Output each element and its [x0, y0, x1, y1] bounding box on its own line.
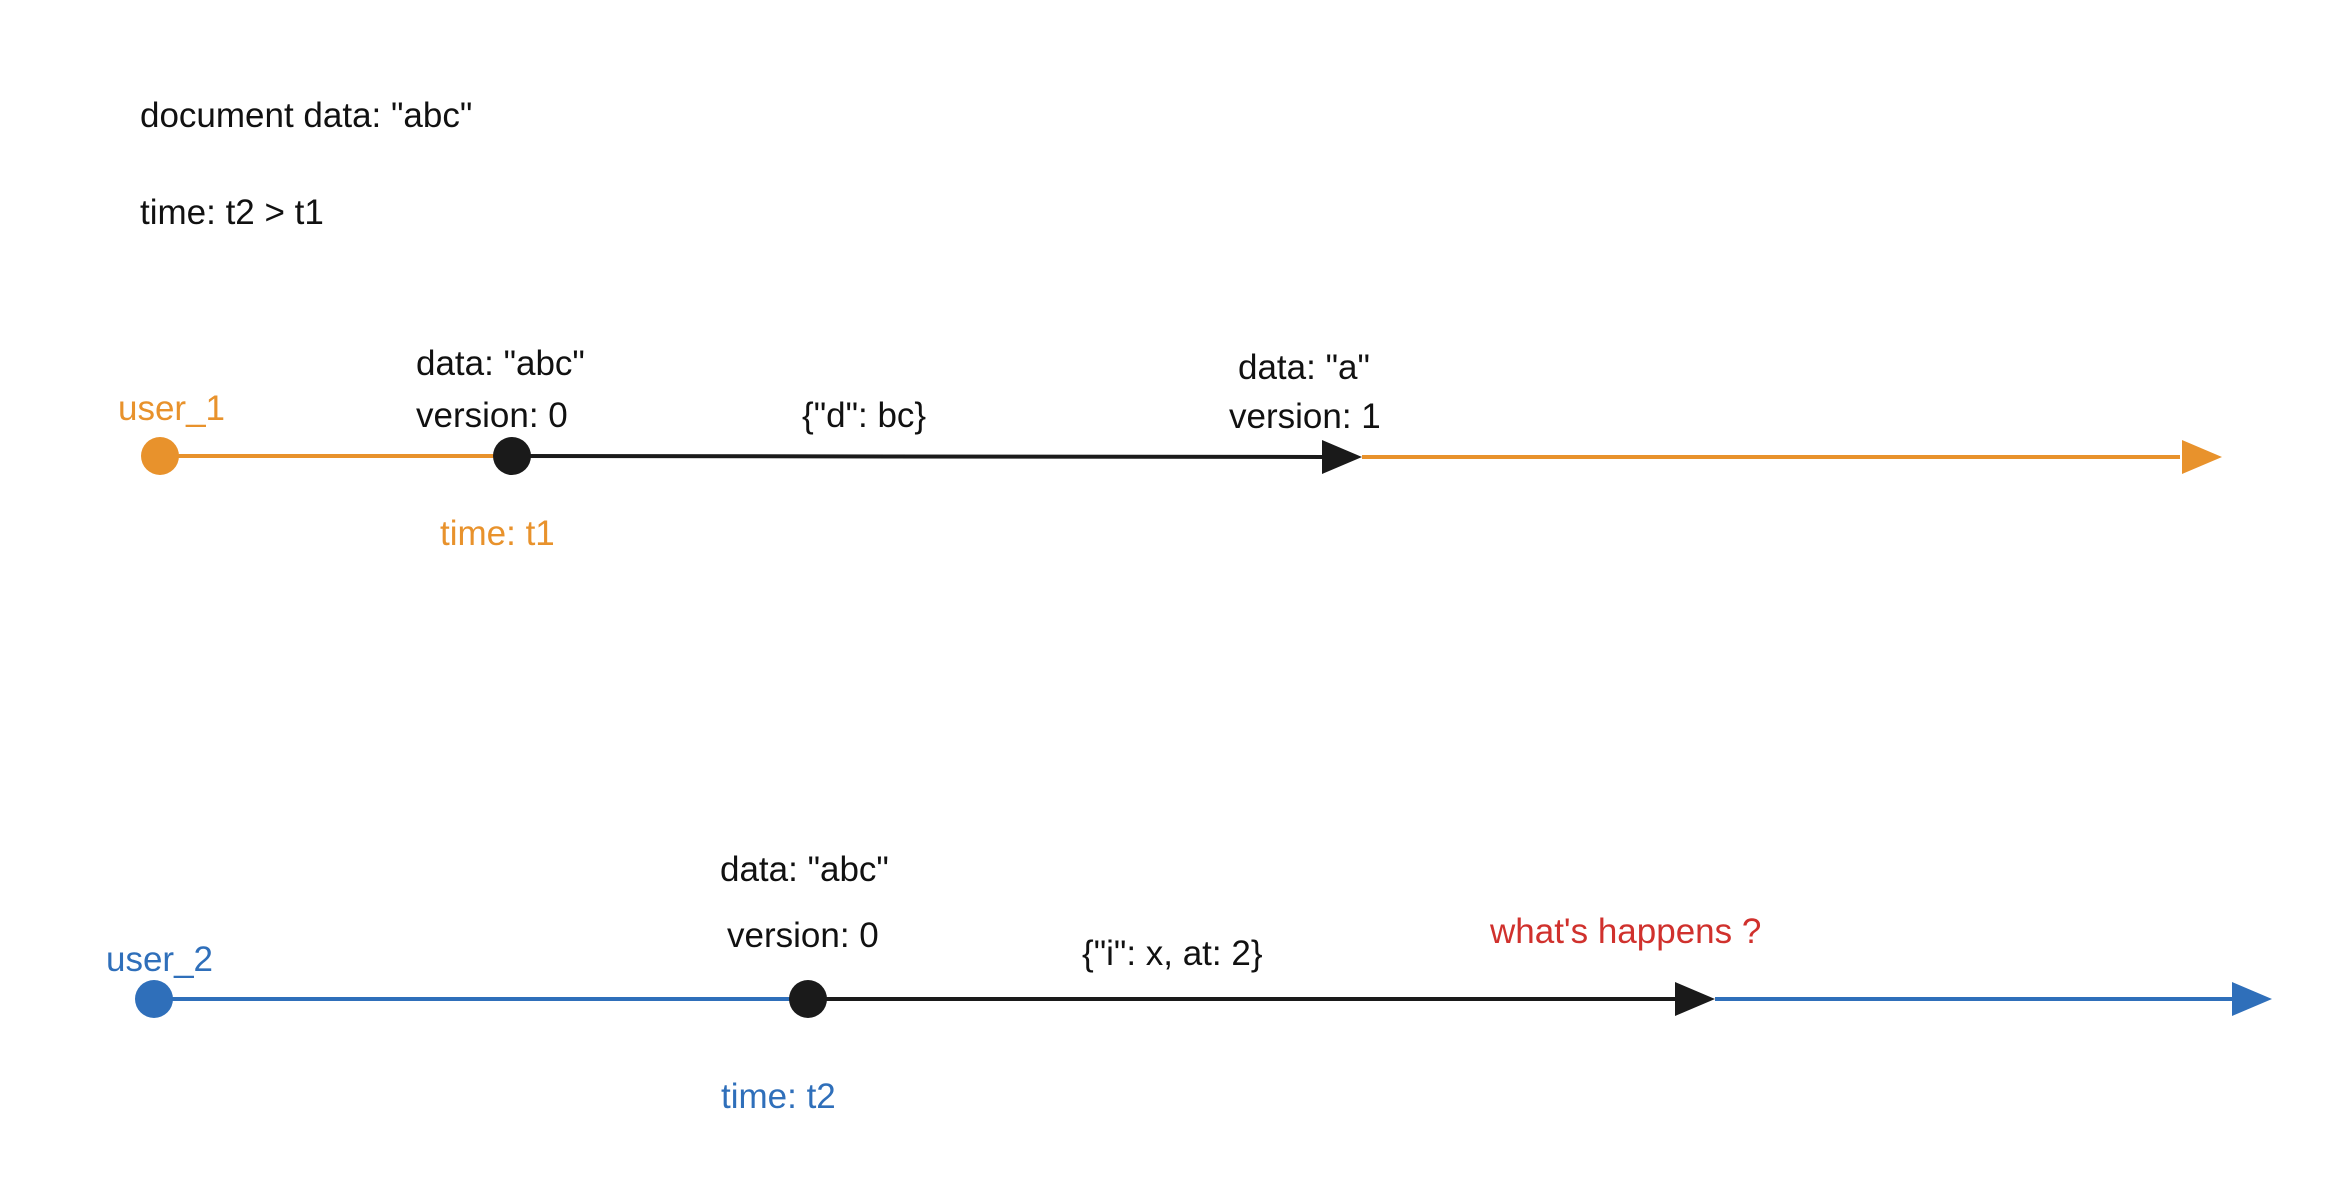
user-1-start-data: data: "abc": [416, 344, 585, 383]
user-1-start-dot: [141, 437, 179, 475]
user-1-end-data: data: "a": [1238, 348, 1370, 387]
user-1-version-0-node: [493, 437, 531, 475]
user-2-timeline: [135, 980, 2272, 1018]
user-1-operation-arrowhead: [1322, 440, 1362, 474]
user-2-timeline-arrowhead: [2232, 982, 2272, 1016]
user-2-start-version: version: 0: [727, 916, 879, 955]
user-2-start-dot: [135, 980, 173, 1018]
user-1-start-version: version: 0: [416, 396, 568, 435]
user-1-timeline: [141, 437, 2222, 475]
user-2-operation-arrowhead: [1675, 982, 1715, 1016]
user-1-end-version: version: 1: [1229, 397, 1381, 436]
user-2-version-0-node: [789, 980, 827, 1018]
user-2-operation-label: {"i": x, at: 2}: [1082, 934, 1263, 973]
user-1-operation-label: {"d": bc}: [802, 396, 927, 435]
user-1-timeline-arrowhead: [2182, 440, 2222, 474]
document-data-note: document data: "abc": [140, 96, 473, 135]
user-2-label: user_2: [106, 940, 214, 979]
user-2-time-label: time: t2: [721, 1077, 836, 1116]
user-1-operation-line: [511, 454, 1323, 459]
user-1-time-label: time: t1: [440, 514, 555, 553]
conflict-question-label: what's happens ?: [1490, 912, 1762, 951]
user-1-label: user_1: [118, 389, 226, 428]
time-relation-note: time: t2 > t1: [140, 193, 324, 232]
user-2-start-data: data: "abc": [720, 850, 889, 889]
